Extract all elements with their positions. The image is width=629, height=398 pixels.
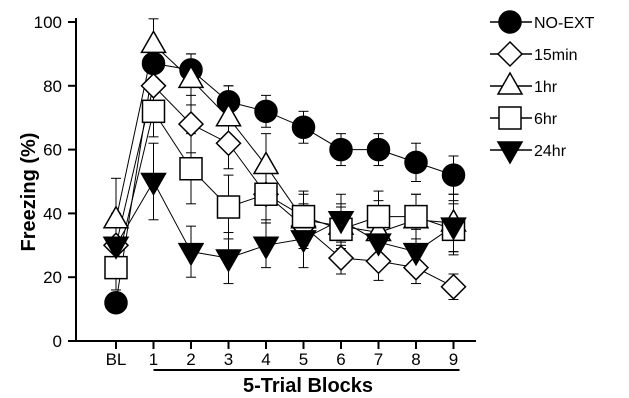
legend-marker-24hr	[496, 141, 524, 165]
data-point-no-ext	[329, 137, 353, 162]
data-point-24hr	[440, 217, 467, 241]
data-point-24hr	[365, 233, 392, 257]
x-tick-label: 9	[449, 350, 458, 369]
data-point-6hr	[404, 204, 428, 229]
y-tick-label: 100	[34, 13, 62, 32]
data-point-15min	[177, 111, 205, 138]
data-point-6hr	[254, 182, 278, 207]
y-tick-label: 60	[43, 141, 62, 160]
y-tick-label: 0	[53, 332, 62, 351]
y-tick-label: 80	[43, 77, 62, 96]
data-point-24hr	[290, 230, 317, 254]
x-tick-label: 6	[336, 350, 345, 369]
data-point-no-ext	[366, 137, 391, 162]
x-tick-label: 2	[186, 350, 195, 369]
x-tick-label: BL	[106, 350, 127, 369]
legend-marker-15min	[496, 40, 524, 68]
data-point-6hr	[104, 255, 128, 280]
data-point-no-ext	[141, 51, 166, 76]
data-point-15min	[402, 254, 430, 281]
series-markers	[102, 29, 467, 315]
x-tick-label: 7	[374, 350, 383, 369]
legend-marker-no-ext	[498, 10, 522, 34]
y-tick-label: 40	[43, 204, 62, 223]
legend-label-24hr: 24hr	[534, 143, 567, 160]
data-point-1hr	[215, 103, 242, 127]
data-point-6hr	[141, 99, 166, 124]
data-point-24hr	[215, 249, 242, 273]
y-axis-title: Freezing (%)	[18, 133, 40, 252]
legend-marker-6hr	[498, 106, 522, 130]
data-point-no-ext	[254, 99, 278, 124]
series-line-no-ext	[115, 62, 454, 303]
legend-label-15min: 15min	[534, 47, 578, 64]
series-line-6hr	[115, 110, 454, 268]
series-lines	[115, 43, 454, 303]
series-line-1hr	[115, 43, 454, 234]
data-point-24hr	[327, 211, 355, 235]
x-tick-label: 4	[261, 350, 270, 369]
data-point-6hr	[179, 156, 203, 181]
data-point-6hr	[366, 204, 391, 229]
legend-label-1hr: 1hr	[534, 79, 558, 96]
legend-label-no-ext: NO-EXT	[534, 15, 595, 32]
data-point-1hr	[252, 151, 280, 175]
data-point-1hr	[177, 64, 205, 89]
data-point-15min	[440, 273, 467, 300]
data-point-no-ext	[104, 290, 128, 315]
y-tick-label: 20	[43, 268, 62, 287]
legend-marker-1hr	[496, 71, 524, 95]
data-point-1hr	[140, 29, 167, 54]
x-tick-label: 1	[149, 350, 158, 369]
data-point-6hr	[291, 204, 316, 229]
x-tick-label: 5	[299, 350, 308, 369]
data-point-1hr	[102, 205, 130, 229]
data-point-24hr	[402, 242, 430, 267]
data-point-15min	[140, 72, 167, 99]
x-tick-label: 3	[224, 350, 233, 369]
data-point-24hr	[177, 242, 205, 267]
data-point-24hr	[102, 236, 130, 260]
data-point-no-ext	[291, 115, 316, 140]
data-point-15min	[215, 130, 242, 157]
data-point-15min	[327, 244, 355, 272]
x-tick-label: 8	[411, 350, 420, 369]
series-line-15min	[115, 84, 454, 288]
data-point-24hr	[140, 172, 167, 197]
data-point-6hr	[216, 195, 241, 219]
x-axis-title: 5-Trial Blocks	[243, 375, 373, 397]
data-point-no-ext	[404, 150, 428, 175]
axes: 0 20 40 60 80 100 BL 1 2 3 4 5 6 7 8 9	[34, 13, 476, 371]
series-line-24hr	[115, 180, 454, 259]
data-point-24hr	[252, 236, 280, 260]
data-point-no-ext	[441, 163, 466, 187]
legend: NO-EXT 15min 1hr 6hr 24hr	[490, 10, 595, 165]
legend-label-6hr: 6hr	[534, 111, 558, 128]
data-point-15min	[365, 248, 392, 275]
